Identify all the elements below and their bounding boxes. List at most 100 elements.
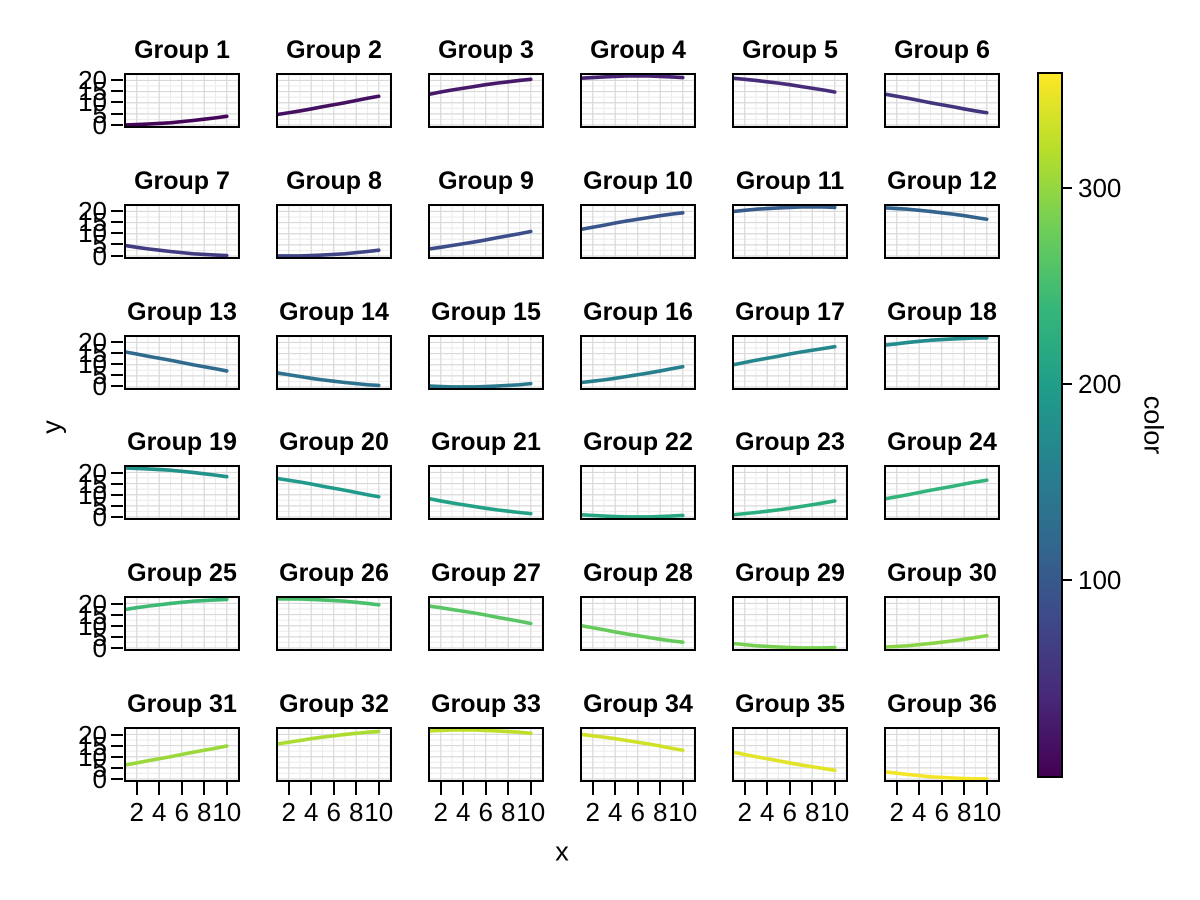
data-line: [580, 732, 685, 753]
x-tick-mark: [591, 782, 594, 796]
facet-panel-11: [732, 203, 848, 259]
y-axis-label: y: [36, 420, 67, 434]
data-line: [884, 478, 989, 501]
colorbar-label: color: [1138, 395, 1169, 455]
x-tick-label: 2: [737, 797, 752, 827]
panel-border: [124, 334, 240, 390]
panel-border: [276, 72, 392, 128]
facet-title: Group 26: [279, 559, 389, 588]
panel-border: [276, 203, 392, 259]
y-tick-mark: [111, 482, 123, 485]
panel-plot: [428, 72, 544, 128]
facet-panel-19: [124, 465, 240, 521]
facet-panel-29: [732, 596, 848, 652]
data-line: [732, 642, 837, 651]
panel-plot: [884, 72, 1000, 128]
y-tick-label: 20: [78, 588, 107, 619]
facet-title: Group 6: [894, 35, 990, 64]
data-line: [580, 210, 685, 231]
x-tick-label: 4: [455, 797, 471, 827]
panel-plot: [428, 596, 544, 652]
data-line: [884, 634, 989, 650]
facet-title: Group 31: [127, 690, 237, 719]
x-tick-mark: [743, 782, 746, 796]
y-tick-mark: [111, 516, 123, 519]
panel-plot: [732, 596, 848, 652]
facet-title: Group 30: [887, 559, 997, 588]
facet-panel-28: [580, 596, 696, 652]
facet-panel-9: [428, 203, 544, 259]
data-line: [124, 744, 229, 767]
facet-title: Group 32: [279, 690, 389, 719]
facet-panel-33: [428, 727, 544, 783]
data-line: [276, 729, 381, 747]
y-tick-label: 0: [92, 109, 107, 140]
y-tick-label: 20: [78, 326, 107, 357]
x-tick-label: 10: [668, 797, 698, 827]
panel-plot: [884, 596, 1000, 652]
facet-title: Group 7: [134, 166, 230, 195]
x-tick-label: 2: [585, 797, 600, 827]
x-tick-label: 4: [151, 797, 167, 827]
y-tick-label: 5: [92, 229, 107, 260]
x-tick-mark: [636, 782, 639, 796]
panel-border: [276, 334, 392, 390]
data-line: [124, 349, 229, 373]
x-tick-label: 8: [956, 797, 972, 827]
data-line: [276, 247, 381, 258]
panel-border: [732, 203, 848, 259]
facet-title: Group 28: [583, 559, 693, 588]
facet-title: Group 21: [431, 428, 541, 457]
panel-border: [580, 203, 696, 259]
panel-plot: [276, 727, 392, 783]
data-line: [732, 76, 837, 94]
panel-border: [732, 334, 848, 390]
data-line: [124, 243, 229, 257]
panel-border: [732, 727, 848, 783]
y-tick-mark: [111, 733, 123, 736]
y-tick-label: 10: [78, 349, 107, 380]
y-tick-mark: [111, 79, 123, 82]
panel-plot: [428, 203, 544, 259]
panel-plot: [428, 465, 544, 521]
y-tick-label: 15: [78, 730, 107, 761]
facet-title: Group 1: [134, 35, 230, 64]
facet-panel-18: [884, 334, 1000, 390]
facet-panel-35: [732, 727, 848, 783]
facet-panel-4: [580, 72, 696, 128]
facet-title: Group 24: [887, 428, 997, 457]
colorbar-tick-label: 100: [1078, 564, 1122, 595]
y-tick-label: 15: [78, 338, 107, 369]
x-tick-label: 2: [433, 797, 448, 827]
x-tick-mark: [614, 782, 617, 796]
data-line: [124, 597, 229, 612]
colorbar-tick-label: 200: [1078, 368, 1122, 399]
y-tick-mark: [111, 374, 123, 377]
panel-border: [884, 727, 1000, 783]
data-line: [276, 597, 381, 607]
x-tick-mark: [439, 782, 442, 796]
y-tick-label: 10: [78, 480, 107, 511]
x-tick-mark: [355, 782, 358, 796]
grid-major: [580, 72, 696, 128]
facet-title: Group 25: [127, 559, 237, 588]
facet-panel-26: [276, 596, 392, 652]
panel-border: [428, 334, 544, 390]
facet-title: Group 4: [590, 35, 686, 64]
x-tick-mark: [135, 782, 138, 796]
data-line: [124, 466, 229, 479]
panel-plot: [580, 596, 696, 652]
data-line: [732, 750, 837, 773]
panel-plot: [732, 203, 848, 259]
panel-plot: [732, 465, 848, 521]
facet-title: Group 19: [127, 428, 237, 457]
x-tick-mark: [180, 782, 183, 796]
y-tick-mark: [111, 232, 123, 235]
y-tick-label: 10: [78, 611, 107, 641]
facet-title: Group 13: [127, 297, 237, 326]
panel-border: [276, 465, 392, 521]
panel-plot: [276, 72, 392, 128]
data-line: [884, 770, 989, 781]
x-tick-mark: [963, 782, 966, 796]
